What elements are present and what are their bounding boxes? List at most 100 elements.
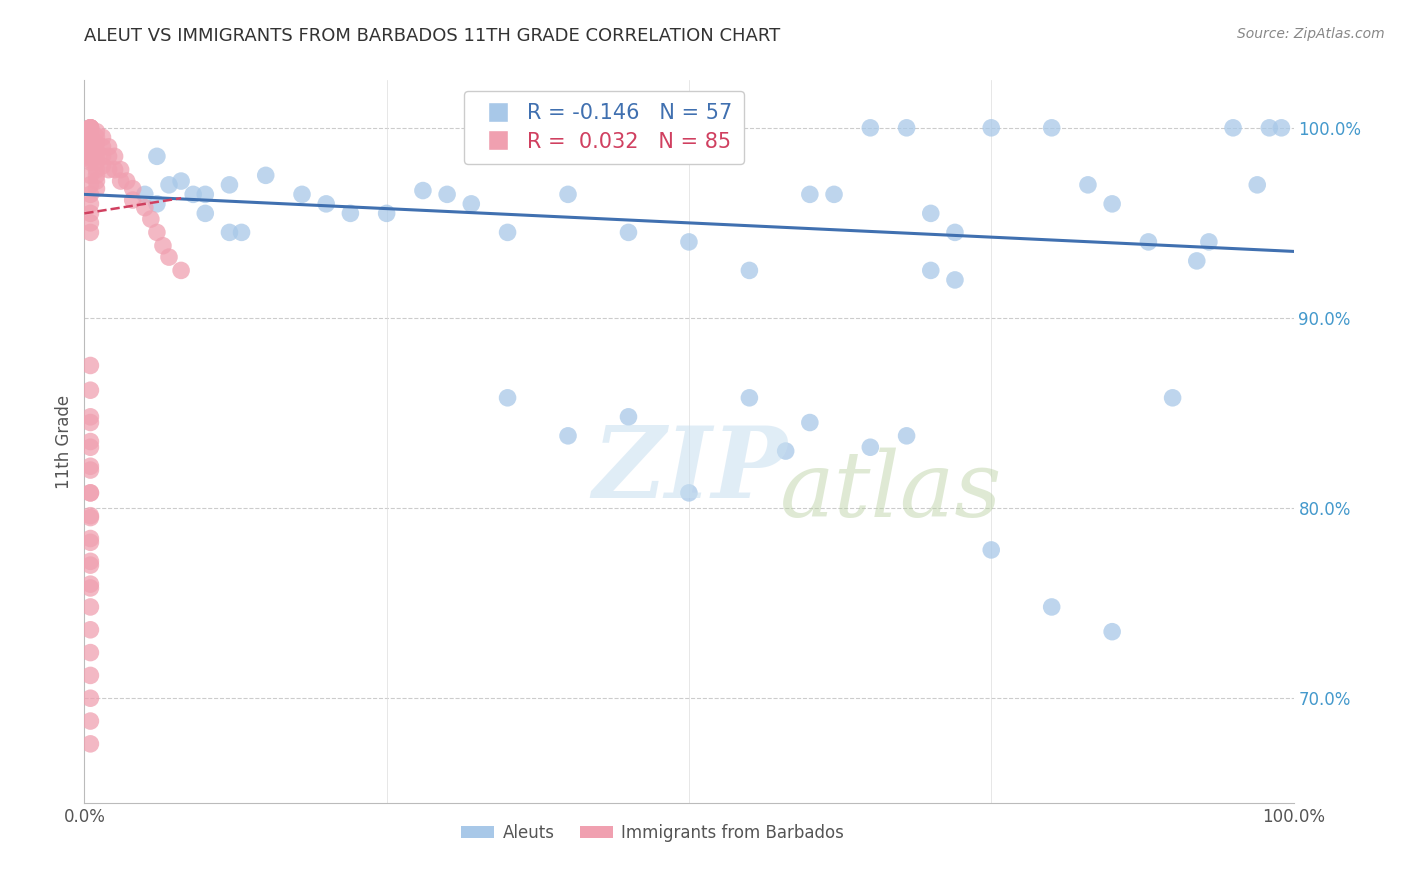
Point bbox=[79, 145, 101, 160]
Point bbox=[79, 136, 101, 150]
Point bbox=[79, 147, 101, 161]
Point bbox=[86, 181, 108, 195]
Point bbox=[91, 130, 114, 145]
Point bbox=[339, 206, 361, 220]
Legend: Aleuts, Immigrants from Barbados: Aleuts, Immigrants from Barbados bbox=[454, 817, 851, 848]
Point bbox=[79, 120, 101, 135]
Point bbox=[79, 459, 101, 474]
Point bbox=[79, 440, 101, 454]
Point bbox=[110, 174, 132, 188]
Point bbox=[980, 542, 1002, 557]
Point bbox=[315, 197, 337, 211]
Text: ZIP: ZIP bbox=[592, 422, 787, 518]
Point bbox=[152, 238, 174, 252]
Point bbox=[859, 120, 882, 135]
Point bbox=[254, 169, 277, 183]
Point bbox=[91, 159, 114, 173]
Point bbox=[91, 140, 114, 154]
Point bbox=[1246, 178, 1268, 192]
Point bbox=[86, 169, 108, 183]
Point bbox=[79, 169, 101, 183]
Point bbox=[115, 174, 138, 188]
Point bbox=[79, 144, 101, 158]
Point bbox=[79, 577, 101, 591]
Point bbox=[218, 226, 240, 240]
Point bbox=[79, 127, 101, 141]
Point bbox=[91, 149, 114, 163]
Point bbox=[231, 226, 253, 240]
Point bbox=[134, 201, 156, 215]
Point bbox=[1040, 120, 1063, 135]
Point bbox=[139, 212, 162, 227]
Point bbox=[943, 273, 966, 287]
Point bbox=[460, 197, 482, 211]
Point bbox=[146, 197, 169, 211]
Point bbox=[170, 263, 193, 277]
Point bbox=[79, 434, 101, 449]
Point bbox=[79, 486, 101, 500]
Point bbox=[79, 226, 101, 240]
Point bbox=[79, 155, 101, 169]
Point bbox=[79, 535, 101, 549]
Text: ALEUT VS IMMIGRANTS FROM BARBADOS 11TH GRADE CORRELATION CHART: ALEUT VS IMMIGRANTS FROM BARBADOS 11TH G… bbox=[84, 27, 780, 45]
Point bbox=[97, 162, 120, 177]
Point bbox=[436, 187, 458, 202]
Point bbox=[79, 508, 101, 523]
Text: atlas: atlas bbox=[780, 448, 1002, 536]
Point bbox=[1077, 178, 1099, 192]
Point bbox=[79, 737, 101, 751]
Point bbox=[79, 581, 101, 595]
Point bbox=[146, 149, 169, 163]
Point bbox=[194, 206, 217, 220]
Point bbox=[79, 623, 101, 637]
Point bbox=[79, 510, 101, 524]
Point bbox=[86, 174, 108, 188]
Point bbox=[859, 440, 882, 454]
Point bbox=[134, 187, 156, 202]
Point bbox=[79, 187, 101, 202]
Point bbox=[170, 174, 193, 188]
Text: Source: ZipAtlas.com: Source: ZipAtlas.com bbox=[1237, 27, 1385, 41]
Point bbox=[823, 187, 845, 202]
Point bbox=[79, 646, 101, 660]
Point bbox=[943, 226, 966, 240]
Point bbox=[1101, 197, 1123, 211]
Point bbox=[86, 155, 108, 169]
Point bbox=[79, 383, 101, 397]
Y-axis label: 11th Grade: 11th Grade bbox=[55, 394, 73, 489]
Point bbox=[1101, 624, 1123, 639]
Point bbox=[79, 134, 101, 148]
Point bbox=[896, 120, 918, 135]
Point bbox=[79, 714, 101, 728]
Point bbox=[557, 187, 579, 202]
Point bbox=[79, 409, 101, 424]
Point bbox=[79, 416, 101, 430]
Point bbox=[79, 120, 101, 135]
Point bbox=[496, 391, 519, 405]
Point bbox=[86, 149, 108, 163]
Point bbox=[920, 263, 942, 277]
Point bbox=[157, 178, 180, 192]
Point bbox=[79, 128, 101, 143]
Point bbox=[79, 216, 101, 230]
Point bbox=[79, 197, 101, 211]
Point bbox=[79, 178, 101, 192]
Point bbox=[79, 130, 101, 145]
Point bbox=[79, 554, 101, 568]
Point bbox=[980, 120, 1002, 135]
Point bbox=[79, 463, 101, 477]
Point bbox=[79, 359, 101, 373]
Point bbox=[79, 120, 101, 135]
Point bbox=[79, 125, 101, 139]
Point bbox=[79, 120, 101, 135]
Point bbox=[375, 206, 398, 220]
Point bbox=[97, 140, 120, 154]
Point bbox=[86, 125, 108, 139]
Point bbox=[79, 137, 101, 152]
Point bbox=[1270, 120, 1292, 135]
Point bbox=[738, 391, 761, 405]
Point bbox=[1185, 253, 1208, 268]
Point bbox=[86, 130, 108, 145]
Point bbox=[1040, 599, 1063, 614]
Point bbox=[896, 429, 918, 443]
